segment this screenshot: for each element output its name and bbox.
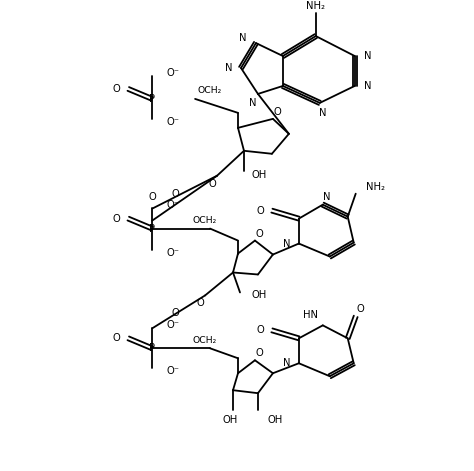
Text: OCH₂: OCH₂ xyxy=(198,87,222,96)
Text: O: O xyxy=(171,189,179,199)
Text: O⁻: O⁻ xyxy=(166,200,179,210)
Text: O: O xyxy=(273,107,281,117)
Text: N: N xyxy=(364,51,371,61)
Text: O⁻: O⁻ xyxy=(166,117,179,127)
Text: OCH₂: OCH₂ xyxy=(193,216,217,225)
Text: O: O xyxy=(255,348,263,358)
Text: O⁻: O⁻ xyxy=(166,320,179,330)
Text: P: P xyxy=(149,94,155,104)
Text: N: N xyxy=(364,81,371,91)
Text: N: N xyxy=(283,358,291,368)
Text: O⁻: O⁻ xyxy=(166,68,179,78)
Text: O: O xyxy=(256,206,264,216)
Text: OH: OH xyxy=(252,170,267,180)
Text: N: N xyxy=(323,192,330,202)
Text: OH: OH xyxy=(222,415,237,425)
Text: NH₂: NH₂ xyxy=(365,182,385,192)
Text: P: P xyxy=(149,224,155,234)
Text: O⁻: O⁻ xyxy=(166,248,179,258)
Text: HN: HN xyxy=(303,310,318,320)
Text: O: O xyxy=(112,84,120,94)
Text: OH: OH xyxy=(252,291,267,300)
Text: N: N xyxy=(319,108,327,118)
Text: P: P xyxy=(149,343,155,353)
Text: O⁻: O⁻ xyxy=(166,366,179,376)
Text: N: N xyxy=(249,98,257,108)
Text: O: O xyxy=(256,325,264,335)
Text: N: N xyxy=(239,33,247,43)
Text: NH₂: NH₂ xyxy=(306,1,325,11)
Text: N: N xyxy=(283,238,291,249)
Text: N: N xyxy=(225,63,232,73)
Text: OH: OH xyxy=(268,415,283,425)
Text: O: O xyxy=(196,299,204,309)
Text: O: O xyxy=(171,309,179,318)
Text: OCH₂: OCH₂ xyxy=(193,336,217,345)
Text: O: O xyxy=(112,333,120,343)
Text: O: O xyxy=(255,228,263,239)
Text: O: O xyxy=(208,179,216,189)
Text: O: O xyxy=(112,214,120,224)
Text: O: O xyxy=(357,304,365,315)
Text: O: O xyxy=(148,192,156,202)
